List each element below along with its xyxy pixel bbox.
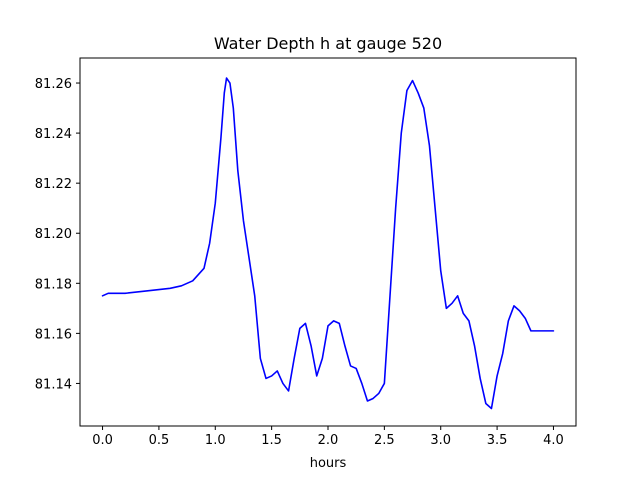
y-tick-label: 81.22: [35, 177, 72, 192]
plot-area: 0.0 0.5 1.0 1.5 2.0 2.5 3.0 3.5 4.0 81.14 81.16 81.…: [35, 57, 577, 448]
y-tick-label: 81.24: [35, 127, 72, 142]
x-tick-label: 0.5: [149, 433, 170, 448]
chart-title: Water Depth h at gauge 520: [214, 34, 442, 53]
x-tick-label: 2.5: [374, 433, 395, 448]
x-tick-label: 3.5: [487, 433, 508, 448]
y-tick-label: 81.14: [35, 377, 72, 392]
x-tick-label: 3.0: [430, 433, 451, 448]
y-tick-label: 81.18: [35, 277, 72, 292]
x-tick-label: 4.0: [543, 433, 564, 448]
y-tick-label: 81.20: [35, 227, 72, 242]
series-line-0: [101, 77, 555, 410]
x-tick-label: 0.0: [92, 433, 113, 448]
x-tick-label: 2.0: [318, 433, 339, 448]
x-tick-label: 1.5: [261, 433, 282, 448]
x-axis-label: hours: [310, 456, 347, 471]
y-tick-label: 81.16: [35, 327, 72, 342]
y-tick-label: 81.26: [35, 77, 72, 92]
x-tick-label: 1.0: [205, 433, 226, 448]
